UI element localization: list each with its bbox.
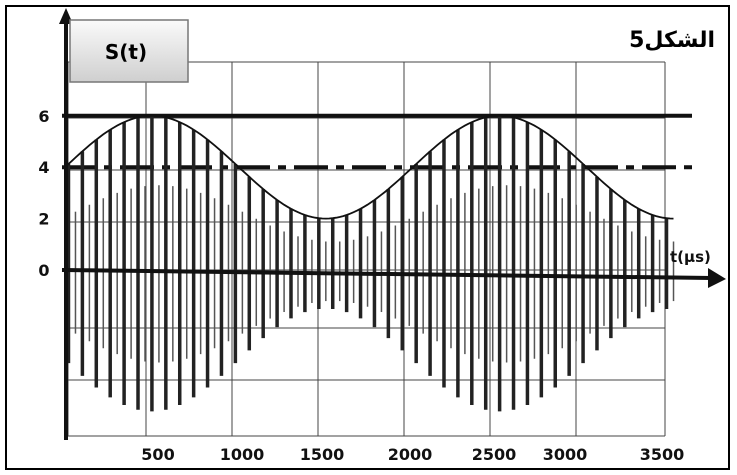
y-axis-label-box: S(t) xyxy=(69,19,189,83)
y-tick-label: 0 xyxy=(38,261,49,280)
y-tick-label: 6 xyxy=(38,107,49,126)
x-tick-label: 1000 xyxy=(220,445,265,464)
envelope-curve xyxy=(64,114,674,220)
modulated-signal xyxy=(66,115,675,412)
figure-label: الشكل5 xyxy=(629,28,715,53)
tick-labels: 500 1000 1500 2000 2500 3000 3500 0 2 4 6 xyxy=(38,107,684,464)
x-tick-label: 3000 xyxy=(543,445,588,464)
x-tick-label: 500 xyxy=(141,445,174,464)
x-tick-label: 2000 xyxy=(388,445,433,464)
x-axis-arrow xyxy=(708,268,726,288)
reference-lines xyxy=(62,113,692,170)
y-tick-label: 2 xyxy=(38,210,49,229)
envelope-line xyxy=(64,114,674,220)
x-tick-label: 2500 xyxy=(472,445,517,464)
y-tick-label: 4 xyxy=(38,158,49,177)
x-tick-label: 1500 xyxy=(300,445,345,464)
x-axis xyxy=(61,268,713,280)
x-axis-label: t(µs) xyxy=(670,248,711,266)
x-tick-label: 3500 xyxy=(640,445,685,464)
y-axis-label: S(t) xyxy=(105,40,147,64)
axes xyxy=(59,8,726,440)
